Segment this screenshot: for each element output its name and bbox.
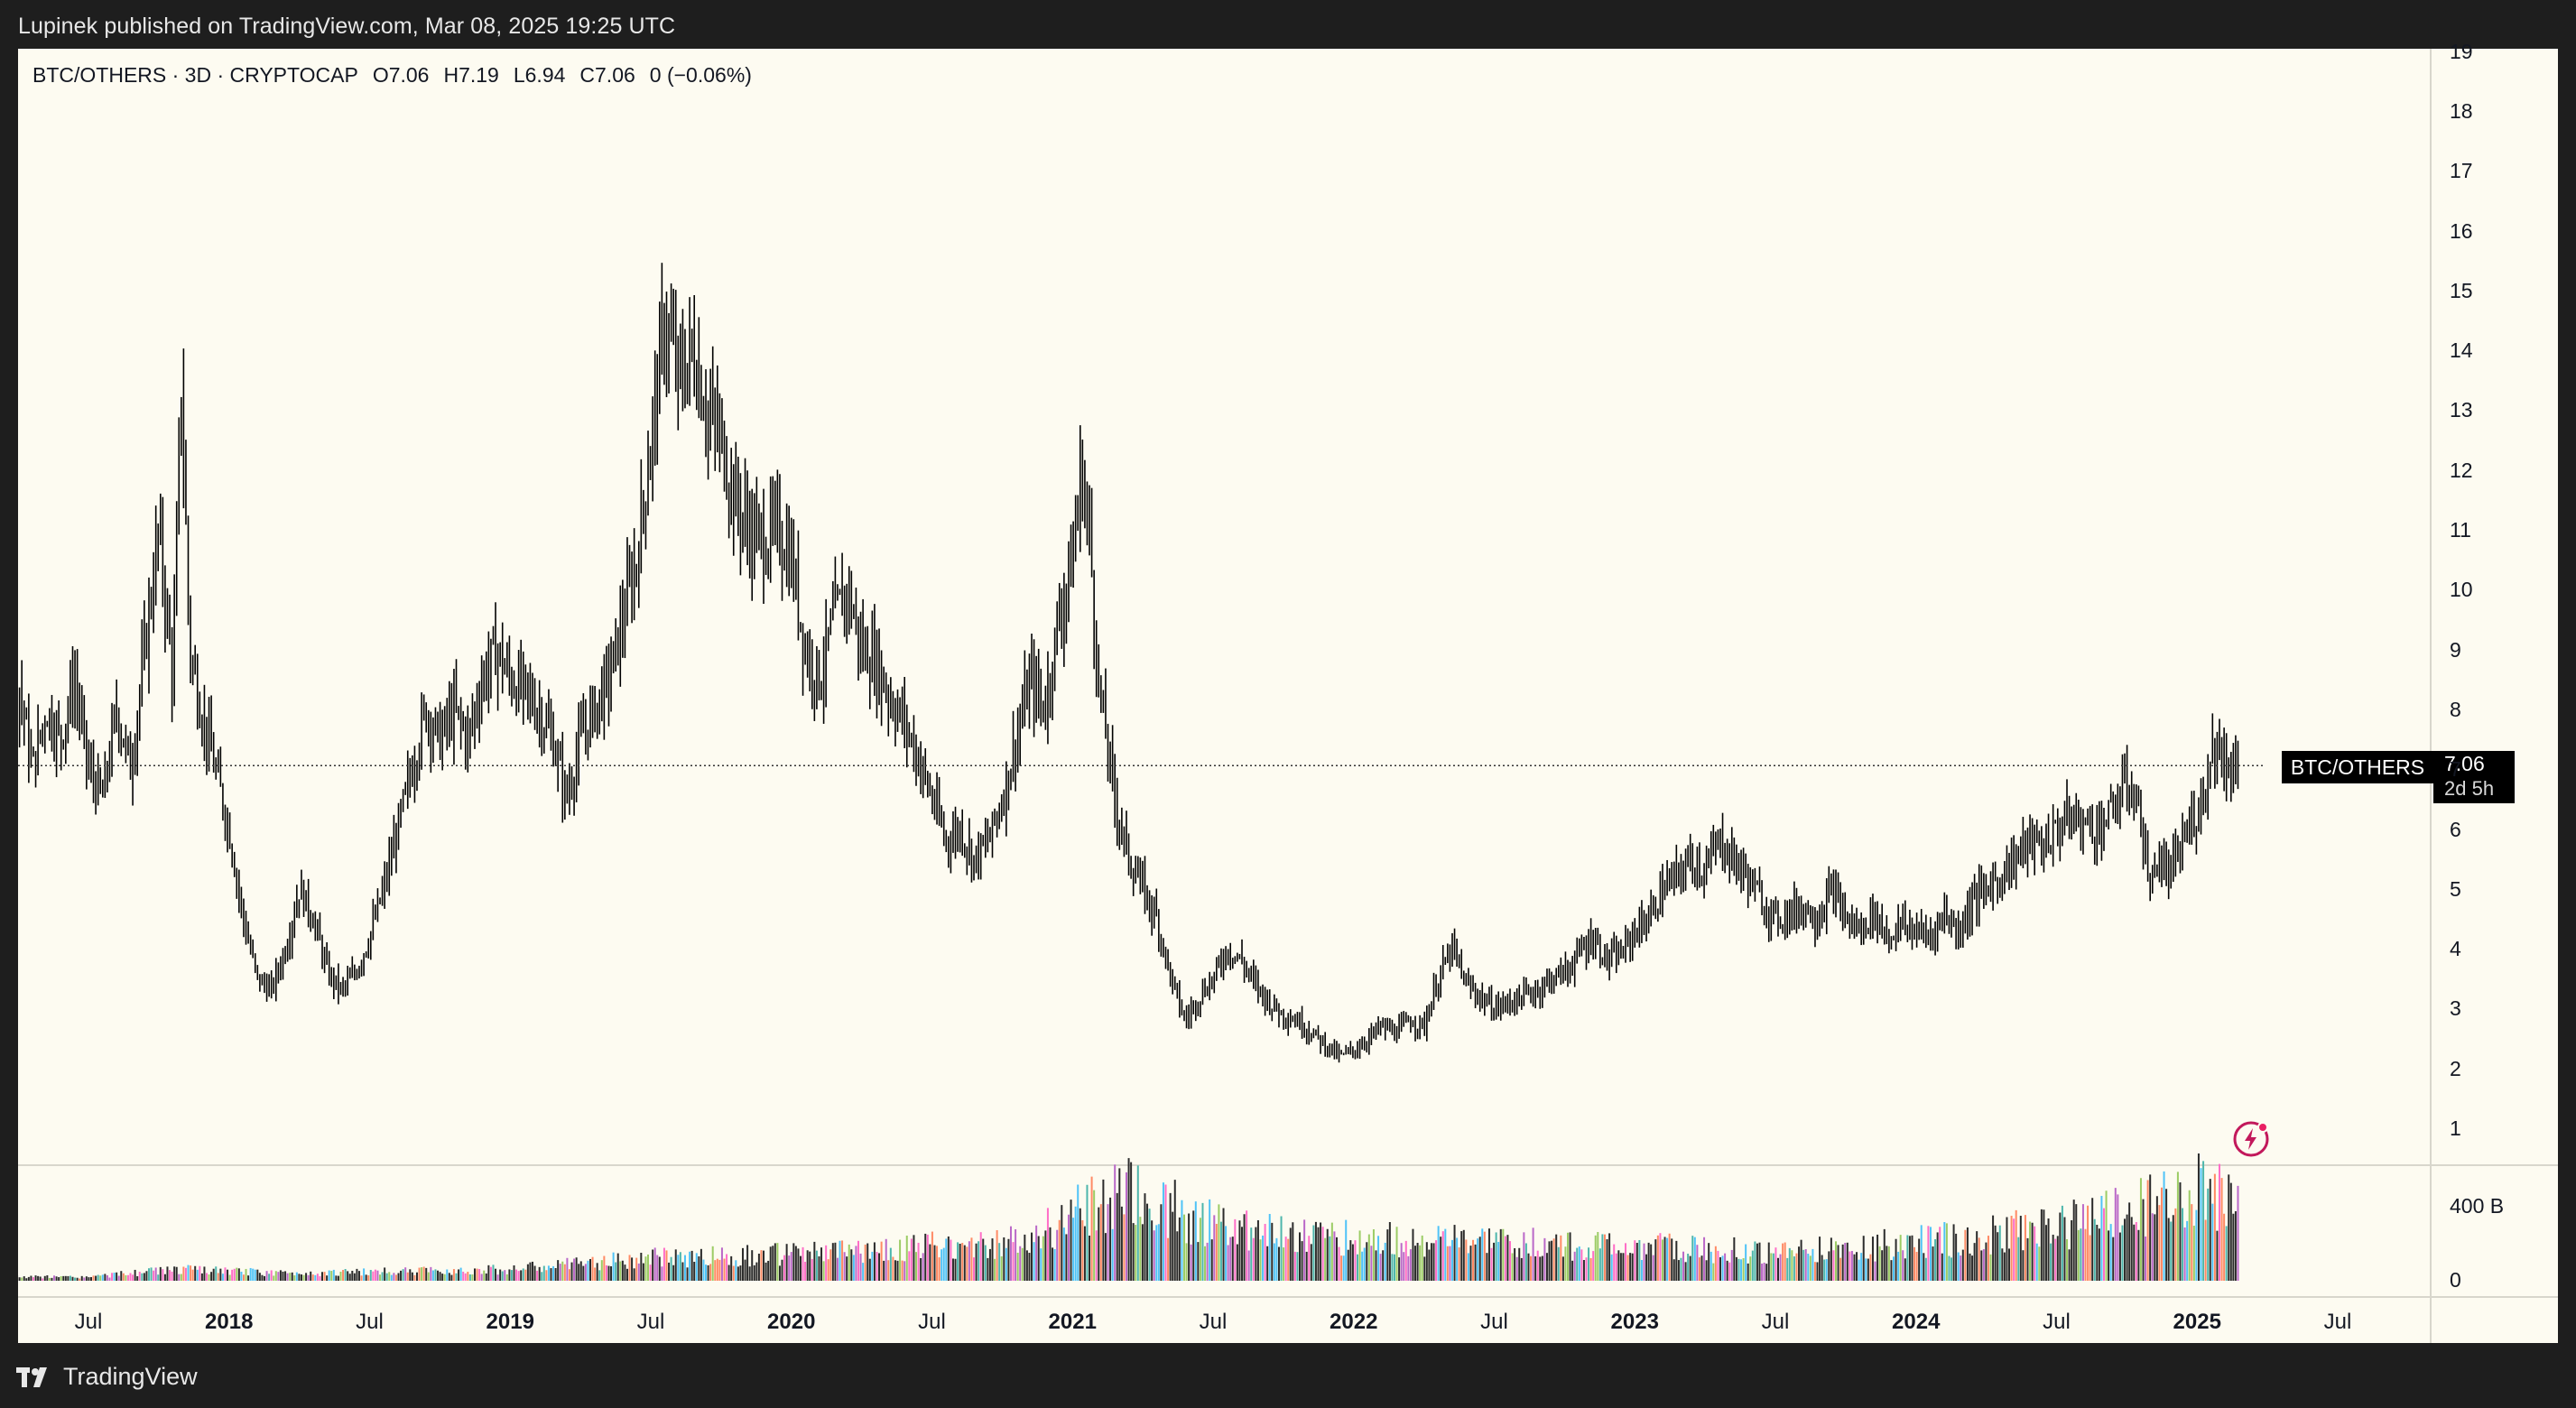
legend-high: H7.19 bbox=[443, 63, 499, 87]
y-tick-label: 10 bbox=[2450, 578, 2473, 602]
x-tick-label: Jul bbox=[1480, 1310, 1508, 1334]
x-tick-label: Jul bbox=[2043, 1310, 2071, 1334]
y-tick-label: 3 bbox=[2450, 996, 2461, 1021]
x-tick-label: Jul bbox=[356, 1310, 384, 1334]
series-name-label: BTC/OTHERS bbox=[2282, 751, 2433, 783]
replay-lightning-icon[interactable] bbox=[2231, 1119, 2271, 1159]
published-text: Lupinek published on TradingView.com, Ma… bbox=[18, 14, 676, 39]
legend-symbol: BTC/OTHERS · 3D · CRYPTOCAP bbox=[32, 63, 358, 87]
x-tick-label: Jul bbox=[74, 1310, 103, 1334]
y-tick-label: 11 bbox=[2450, 518, 2471, 542]
brand[interactable]: TradingView bbox=[16, 1363, 198, 1391]
y-tick-label: 8 bbox=[2450, 697, 2461, 721]
x-tick-label: Jul bbox=[1761, 1310, 1790, 1334]
bar-countdown: 2d 5h bbox=[2444, 777, 2495, 800]
y-tick-label: 9 bbox=[2450, 637, 2461, 662]
legend-low: L6.94 bbox=[513, 63, 566, 87]
x-tick-label: 2023 bbox=[1610, 1310, 1659, 1334]
last-price-value: 7.06 bbox=[2444, 752, 2485, 775]
legend-close: C7.06 bbox=[579, 63, 635, 87]
volume-tick-label: 400 B bbox=[2450, 1194, 2505, 1218]
legend-open: O7.06 bbox=[372, 63, 430, 87]
y-tick-label: 13 bbox=[2450, 398, 2473, 422]
x-tick-label: 2025 bbox=[2173, 1310, 2221, 1334]
y-tick-label: 7 bbox=[2450, 757, 2461, 782]
x-tick-label: Jul bbox=[918, 1310, 946, 1334]
y-tick-label: 12 bbox=[2450, 458, 2473, 482]
y-tick-label: 16 bbox=[2450, 218, 2473, 243]
y-tick-label: 18 bbox=[2450, 98, 2473, 123]
chart-canvas[interactable] bbox=[18, 49, 2558, 1345]
chart-legend: BTC/OTHERS · 3D · CRYPTOCAP O7.06 H7.19 L6.… bbox=[32, 63, 766, 88]
top-bar: Lupinek published on TradingView.com, Ma… bbox=[0, 0, 2576, 51]
y-tick-label: 14 bbox=[2450, 338, 2473, 363]
y-tick-label: 5 bbox=[2450, 876, 2461, 901]
x-tick-label: Jul bbox=[2323, 1310, 2352, 1334]
x-tick-label: 2022 bbox=[1330, 1310, 1378, 1334]
y-tick-label: 4 bbox=[2450, 937, 2461, 961]
axis-background bbox=[2431, 49, 2558, 1345]
brand-name: TradingView bbox=[63, 1363, 198, 1390]
volume-tick-label: 0 bbox=[2450, 1268, 2461, 1292]
y-tick-label: 19 bbox=[2450, 39, 2473, 63]
legend-change: 0 (−0.06%) bbox=[649, 63, 752, 87]
chart-area[interactable]: BTC/OTHERS · 3D · CRYPTOCAP O7.06 H7.19 L6.… bbox=[18, 40, 2558, 1345]
x-tick-label: Jul bbox=[1199, 1310, 1228, 1334]
last-price-label: 7.06 2d 5h bbox=[2433, 751, 2515, 803]
y-tick-label: 6 bbox=[2450, 817, 2461, 841]
y-tick-label: 1 bbox=[2450, 1116, 2461, 1140]
x-tick-label: 2018 bbox=[205, 1310, 254, 1334]
y-tick-label: 17 bbox=[2450, 159, 2473, 183]
x-tick-label: 2021 bbox=[1048, 1310, 1097, 1334]
x-tick-label: 2024 bbox=[1892, 1310, 1941, 1334]
y-tick-label: 15 bbox=[2450, 278, 2473, 302]
y-tick-label: 2 bbox=[2450, 1056, 2461, 1080]
x-tick-label: 2020 bbox=[767, 1310, 816, 1334]
bottom-bar: TradingView bbox=[0, 1343, 2576, 1408]
x-tick-label: Jul bbox=[636, 1310, 665, 1334]
x-tick-label: 2019 bbox=[486, 1310, 534, 1334]
tradingview-logo-icon bbox=[16, 1366, 47, 1387]
